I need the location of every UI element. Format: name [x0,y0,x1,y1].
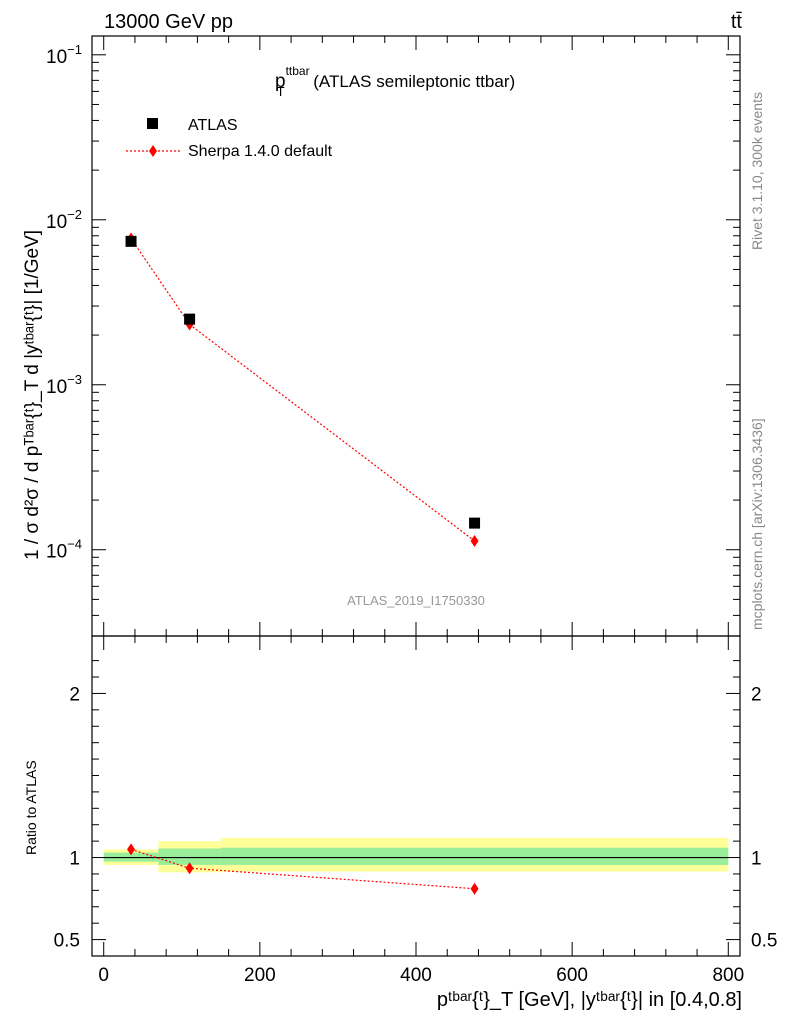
main-y-tick-label: 10−1 [46,42,82,68]
series-sherpa [127,232,479,547]
x-tick-label: 400 [400,965,432,986]
ratio-y-tick-label-left: 0.5 [54,931,80,952]
atlas-point [125,235,137,247]
ratio-plot-frame [91,635,741,957]
analysis-watermark: ATLAS_2019_I1750330 [347,593,485,608]
ratio-y-axis-label: Ratio to ATLAS [23,760,39,855]
series-atlas [125,235,481,529]
x-tick-label: 200 [244,965,276,986]
x-tick-label: 0 [98,965,109,986]
plot-title-p: p [275,71,286,92]
plot-title: pttbar T (ATLAS semileptonic ttbar) [275,64,515,99]
ratio-uncertainty-bands [103,837,729,873]
main-y-tick-label: 10−2 [46,207,82,233]
main-y-axis-label: 1 / σ d²σ / d pᵀᵇᵃʳ{ᵗ}_T d |yᵗᵇᵃʳ{ᵗ}| [1… [22,230,43,560]
ratio-sherpa-point [470,882,479,895]
ratio-y-tick-label-left: 2 [69,684,80,705]
x-axis-label: pᵗᵇᵃʳ{ᵗ}_T [GeV], |yᵗᵇᵃʳ{ᵗ}| in [0.4,0.8… [437,989,742,1011]
atlas-point [184,313,196,325]
legend-atlas-label: ATLAS [188,117,238,134]
ratio-y-tick-label-right: 2 [751,684,762,705]
main-y-tick-label: 10−3 [46,372,82,398]
x-tick-label: 600 [556,965,588,986]
energy-label: 13000 GeV pp [104,11,233,33]
atlas-point [469,517,481,529]
legend-sherpa-label: Sherpa 1.4.0 default [188,143,333,160]
plot-title-rest: (ATLAS semileptonic ttbar) [309,72,516,91]
legend-sherpa-marker [149,145,157,157]
ratio-sherpa-point [185,862,194,875]
process-label: tt̄ [731,11,743,33]
rivet-version-label: Rivet 3.1.10, 300k events [749,92,765,250]
x-tick-label: 800 [712,965,744,986]
ratio-band-inner [220,847,729,865]
ratio-series-sherpa [127,843,479,895]
plot-title-sub: T [277,84,285,99]
main-y-tick-label: 10−4 [46,537,82,563]
ratio-y-tick-label-left: 1 [69,849,80,870]
ratio-sherpa-point [127,843,136,856]
ratio-band-inner [158,848,221,865]
ratio-y-tick-label-right: 1 [751,849,762,870]
ratio-y-axis-ticks: 0.5 0.5 1 1 2 2 [54,660,777,952]
ratio-x-axis-ticks: 0 200 400 600 800 [98,636,744,986]
main-x-axis-ticks [103,36,729,636]
sherpa-line [130,238,475,542]
main-y-axis-ticks: 10−1 10−2 10−3 10−4 [46,42,740,637]
sherpa-point [470,534,479,547]
mcplots-label: mcplots.cern.ch [arXiv:1306.3436] [749,418,765,630]
legend-atlas-marker [147,118,158,129]
plot-title-sup: ttbar [286,64,310,78]
ratio-y-tick-label-right: 0.5 [751,931,777,952]
